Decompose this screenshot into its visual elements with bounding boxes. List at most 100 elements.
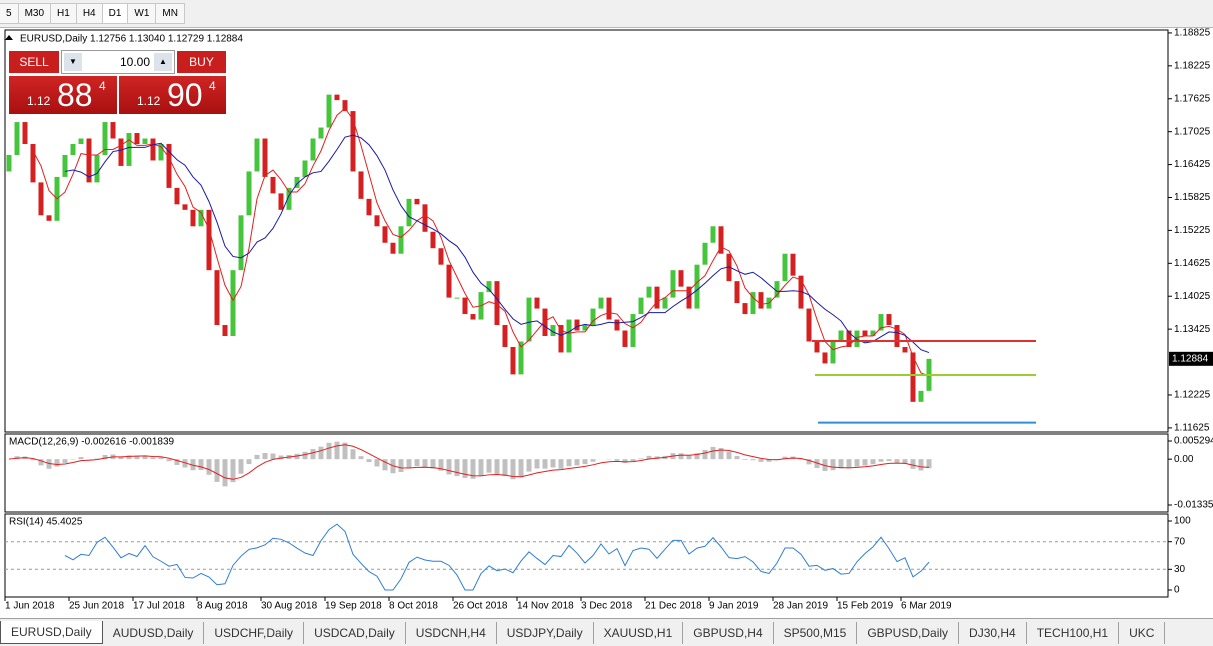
candle [335,95,340,100]
macd-bar [255,455,260,459]
candle [95,155,100,182]
candle [23,122,28,144]
macd-bar [55,459,60,466]
candle [111,122,116,138]
symbol-tab[interactable]: XAUUSD,H1 [594,622,684,644]
macd-bar [871,459,876,464]
macd-bar [335,442,340,460]
candle [511,347,516,374]
macd-bar [575,459,580,465]
y-tick-label: 0 [1174,585,1180,596]
symbol-tab[interactable]: UKC [1119,622,1165,644]
macd-bar [847,459,852,468]
macd-bar [535,459,540,468]
y-tick-label: -0.013353 [1174,500,1213,511]
candle [63,155,68,177]
sell-button[interactable]: SELL [8,50,60,74]
x-tick-label: 8 Oct 2018 [389,601,438,612]
candle [823,352,828,363]
symbol-tab[interactable]: GBPUSD,Daily [857,622,959,644]
candle [655,287,660,309]
ask-main: 90 [167,77,203,114]
candle [175,188,180,204]
symbol-tab[interactable]: GBPUSD,H4 [683,622,773,644]
symbol-tab[interactable]: TECH100,H1 [1027,622,1119,644]
candle [567,320,572,353]
candle [319,128,324,139]
macd-bar [199,459,204,470]
candle [127,133,132,166]
x-tick-label: 26 Oct 2018 [453,601,508,612]
candle [639,298,644,314]
symbol-tab[interactable]: AUDUSD,Daily [103,622,205,644]
macd-signal [9,445,929,479]
candle [303,160,308,176]
symbol-tab[interactable]: USDCAD,Daily [304,622,406,644]
symbol-tab[interactable]: DJ30,H4 [959,622,1027,644]
candle [527,298,532,342]
y-tick-label: 1.13425 [1174,324,1211,335]
x-tick-label: 28 Jan 2019 [773,601,828,612]
candle [735,281,740,303]
macd-bar [519,459,524,477]
last-price-label: 1.12884 [1172,353,1209,364]
macd-bar [495,459,500,474]
candle [455,298,460,299]
x-tick-label: 19 Sep 2018 [325,601,382,612]
macd-bar [63,459,68,463]
candle [119,139,124,166]
macd-bar [239,459,244,474]
bid-big: 1.12 [27,94,50,108]
candle [407,199,412,226]
y-tick-label: 1.17025 [1174,126,1211,137]
candle [535,298,540,309]
candle [183,204,188,209]
y-tick-label: 1.18825 [1174,28,1211,39]
candle [887,314,892,325]
macd-bar [367,459,372,462]
macd-bar [79,457,84,459]
bid-small: 4 [99,79,106,93]
symbol-tab[interactable]: USDCHF,Daily [204,622,304,644]
candle [143,139,148,144]
symbol-tab[interactable]: USDJPY,Daily [497,622,594,644]
macd-bar [639,458,644,459]
candle [679,270,684,286]
y-tick-label: 100 [1174,516,1191,527]
macd-bar [463,459,468,478]
symbol-tab[interactable]: USDCNH,H4 [406,622,497,644]
candle [815,341,820,352]
lot-field[interactable]: ▼ 10.00 ▲ [61,50,175,74]
candle [711,226,716,242]
candle [359,171,364,198]
rsi-line [65,524,929,590]
macd-bar [615,459,620,461]
symbol-tab[interactable]: EURUSD,Daily [0,621,103,644]
rsi-header: RSI(14) 45.4025 [9,517,83,528]
candle [463,298,468,314]
candle [663,298,668,309]
buy-button[interactable]: BUY [176,50,227,74]
symbol-tab[interactable]: SP500,M15 [774,622,858,644]
macd-bar [911,459,916,469]
macd-bar [327,443,332,459]
macd-bar [687,456,692,460]
candle [439,248,444,264]
macd-bar [351,449,356,459]
ask-big: 1.12 [137,94,160,108]
macd-bar [151,457,156,459]
candle [487,281,492,292]
macd-bar [375,459,380,466]
candle [79,139,84,144]
candle [15,122,20,155]
candle [495,281,500,325]
candle [207,210,212,270]
candle [47,215,52,220]
y-tick-label: 0.005294 [1174,436,1213,447]
macd-bar [735,456,740,459]
candle [327,95,332,128]
candle [239,215,244,270]
